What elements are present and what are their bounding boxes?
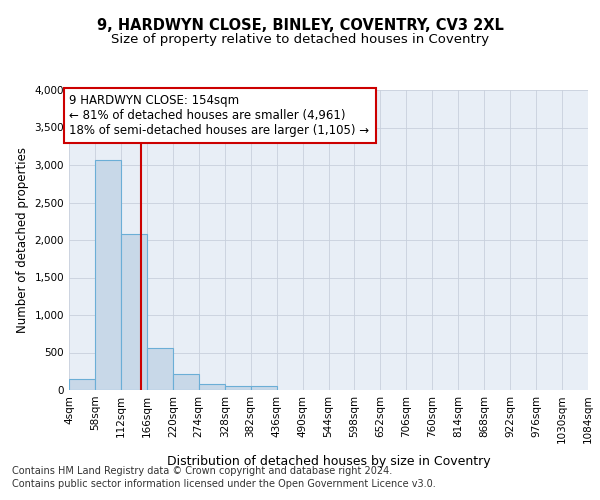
Bar [251,386,277,390]
X-axis label: Distribution of detached houses by size in Coventry: Distribution of detached houses by size … [167,454,490,468]
Bar [69,379,95,390]
Bar [173,374,199,390]
Y-axis label: Number of detached properties: Number of detached properties [16,147,29,333]
Bar [147,348,173,390]
Text: 9 HARDWYN CLOSE: 154sqm
← 81% of detached houses are smaller (4,961)
18% of semi: 9 HARDWYN CLOSE: 154sqm ← 81% of detache… [70,94,370,136]
Text: Contains HM Land Registry data © Crown copyright and database right 2024.: Contains HM Land Registry data © Crown c… [12,466,392,476]
Bar [95,160,121,390]
Bar [199,384,224,390]
Text: Size of property relative to detached houses in Coventry: Size of property relative to detached ho… [111,32,489,46]
Text: 9, HARDWYN CLOSE, BINLEY, COVENTRY, CV3 2XL: 9, HARDWYN CLOSE, BINLEY, COVENTRY, CV3 … [97,18,503,32]
Bar [121,234,147,390]
Text: Contains public sector information licensed under the Open Government Licence v3: Contains public sector information licen… [12,479,436,489]
Bar [225,386,251,390]
